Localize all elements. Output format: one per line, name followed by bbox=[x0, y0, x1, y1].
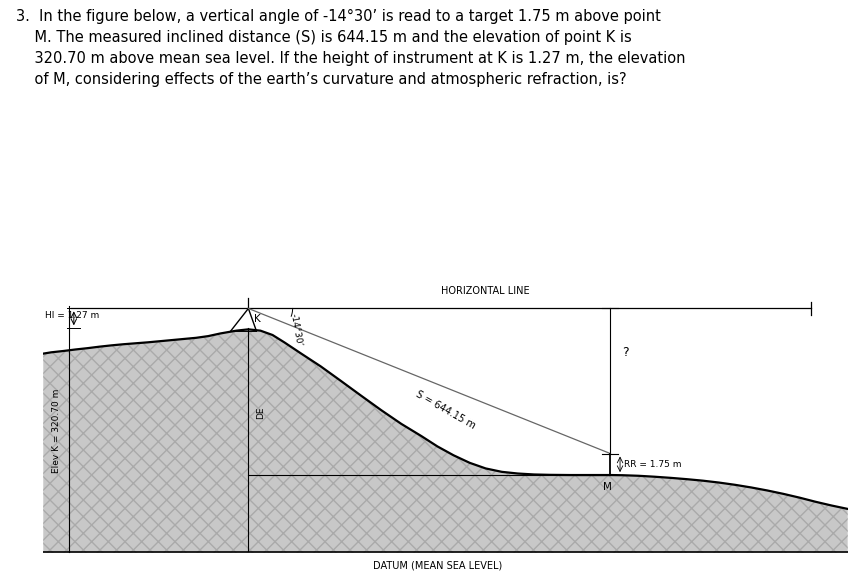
Text: HORIZONTAL LINE: HORIZONTAL LINE bbox=[441, 286, 530, 296]
Polygon shape bbox=[43, 329, 848, 553]
Text: K: K bbox=[254, 314, 260, 323]
Text: -14°30’: -14°30’ bbox=[289, 313, 304, 347]
Text: Elev K = 320.70 m: Elev K = 320.70 m bbox=[52, 389, 61, 473]
Text: RR = 1.75 m: RR = 1.75 m bbox=[624, 460, 682, 469]
Text: S = 644.15 m: S = 644.15 m bbox=[414, 390, 477, 431]
Text: HI = 1.27 m: HI = 1.27 m bbox=[45, 311, 99, 320]
Text: DE: DE bbox=[256, 407, 266, 419]
Text: ?: ? bbox=[623, 346, 629, 359]
Text: DATUM (MEAN SEA LEVEL): DATUM (MEAN SEA LEVEL) bbox=[373, 560, 502, 570]
Text: 3.  In the figure below, a vertical angle of -14°30’ is read to a target 1.75 m : 3. In the figure below, a vertical angle… bbox=[16, 9, 685, 87]
Text: M: M bbox=[603, 482, 612, 492]
